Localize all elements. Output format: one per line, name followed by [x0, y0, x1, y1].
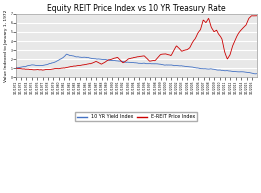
10 YR Yield Index	[65, 53, 68, 55]
10 YR Yield Index	[255, 73, 258, 75]
10 YR Yield Index	[185, 65, 188, 68]
E-REIT Price Index	[41, 69, 44, 71]
Y-axis label: Value Indexed to January 1, 1972: Value Indexed to January 1, 1972	[4, 9, 8, 82]
Legend: 10 YR Yield Index, E-REIT Price Index: 10 YR Yield Index, E-REIT Price Index	[75, 112, 197, 121]
10 YR Yield Index	[254, 73, 257, 75]
Title: Equity REIT Price Index vs 10 YR Treasury Rate: Equity REIT Price Index vs 10 YR Treasur…	[47, 4, 226, 13]
E-REIT Price Index	[255, 15, 258, 17]
Line: E-REIT Price Index: E-REIT Price Index	[16, 16, 257, 70]
10 YR Yield Index	[28, 64, 31, 67]
E-REIT Price Index	[198, 30, 201, 32]
10 YR Yield Index	[229, 70, 233, 72]
Line: 10 YR Yield Index: 10 YR Yield Index	[16, 54, 257, 74]
E-REIT Price Index	[223, 48, 226, 51]
10 YR Yield Index	[14, 67, 17, 69]
E-REIT Price Index	[255, 14, 258, 17]
E-REIT Price Index	[161, 53, 164, 55]
10 YR Yield Index	[198, 67, 201, 69]
10 YR Yield Index	[223, 69, 226, 72]
10 YR Yield Index	[161, 63, 164, 66]
E-REIT Price Index	[185, 49, 188, 51]
E-REIT Price Index	[14, 67, 17, 69]
E-REIT Price Index	[229, 51, 233, 53]
E-REIT Price Index	[28, 68, 31, 71]
